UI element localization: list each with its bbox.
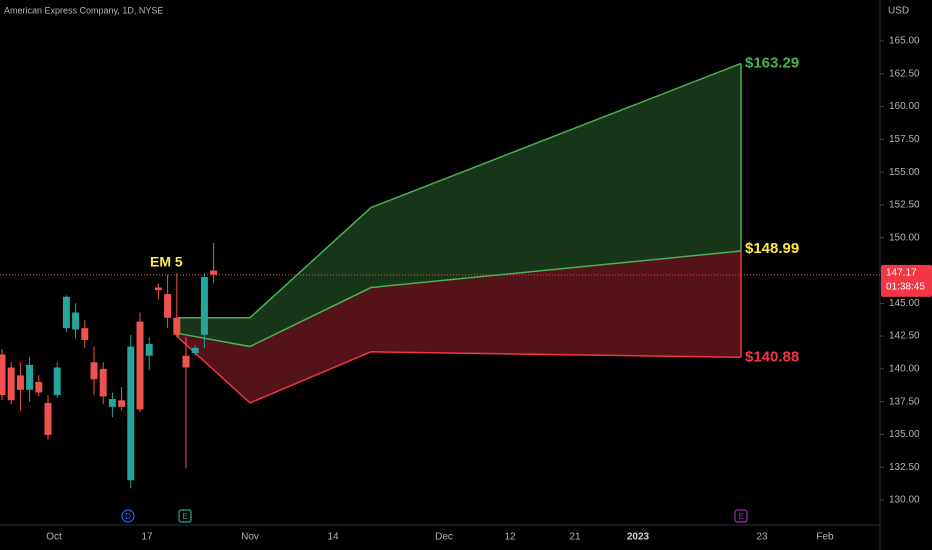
x-tick-label: 21 [569, 532, 581, 543]
x-tick-label: 2023 [627, 532, 650, 543]
candle-body [127, 346, 135, 481]
y-tick-label: 132.50 [889, 462, 920, 473]
y-tick-label: 155.00 [889, 167, 920, 178]
y-tick-label: 160.00 [889, 101, 920, 112]
y-tick-label: 140.00 [889, 363, 920, 374]
projection-line [177, 336, 742, 404]
candle-body [145, 343, 153, 356]
candle-body [108, 398, 116, 407]
x-tick-label: 23 [756, 532, 768, 543]
price-tag [881, 264, 932, 297]
event-label: D [125, 512, 131, 521]
projection-label: $148.99 [745, 240, 799, 257]
y-tick-label: 130.00 [889, 495, 920, 506]
candle-body [200, 277, 208, 335]
candle-body [72, 312, 80, 330]
x-tick-label: 17 [141, 532, 153, 543]
candle-body [16, 375, 24, 390]
candle-body [90, 362, 98, 380]
upper-band-fill [178, 63, 741, 347]
candle-body [154, 287, 162, 291]
event-marker [121, 509, 135, 523]
price-tag-value: 147.17 [886, 267, 917, 278]
y-tick-label: 165.00 [889, 36, 920, 47]
candle-body [118, 400, 126, 407]
x-tick-label: 12 [504, 532, 516, 543]
projection-label: $140.88 [745, 348, 799, 365]
candle-body [191, 347, 199, 354]
candle-body [164, 294, 172, 318]
event-marker [734, 509, 748, 523]
candle-body [99, 368, 107, 397]
y-tick-label: 150.00 [889, 232, 920, 243]
candle-body [0, 354, 6, 396]
projection-line [178, 62, 742, 319]
currency: USD [888, 6, 909, 17]
y-tick-label: 137.50 [889, 396, 920, 407]
candle-body [62, 296, 70, 329]
projection-label: $163.29 [745, 54, 799, 71]
y-tick-label: 135.00 [889, 429, 920, 440]
candle-body [26, 364, 34, 390]
x-tick-label: Dec [435, 532, 453, 543]
y-tick-label: 145.00 [889, 298, 920, 309]
candle-body [182, 355, 190, 368]
candle-body [7, 367, 15, 401]
lower-band-fill [178, 250, 741, 403]
candle-body [81, 328, 89, 340]
candle-body [35, 381, 43, 393]
y-tick-label: 157.50 [889, 134, 920, 145]
event-marker [178, 509, 192, 523]
projection-line [177, 250, 742, 348]
candle-body [136, 321, 144, 410]
chart-title: American Express Company, 1D, NYSE [4, 5, 163, 15]
x-tick-label: 14 [327, 532, 339, 543]
price-tag-countdown: 01:38:45 [886, 281, 925, 292]
candle-body [44, 402, 52, 435]
x-tick-label: Nov [241, 532, 259, 543]
x-tick-label: Oct [46, 532, 62, 543]
x-tick-label: Feb [816, 532, 834, 543]
candle-body [173, 317, 181, 335]
annotation: EM 5 [150, 254, 183, 270]
y-tick-label: 162.50 [889, 68, 920, 79]
event-label: E [182, 512, 187, 521]
event-label: E [738, 512, 743, 521]
candle-body [210, 270, 218, 275]
y-tick-label: 142.50 [889, 331, 920, 342]
y-tick-label: 152.50 [889, 200, 920, 211]
candle-body [53, 367, 61, 396]
